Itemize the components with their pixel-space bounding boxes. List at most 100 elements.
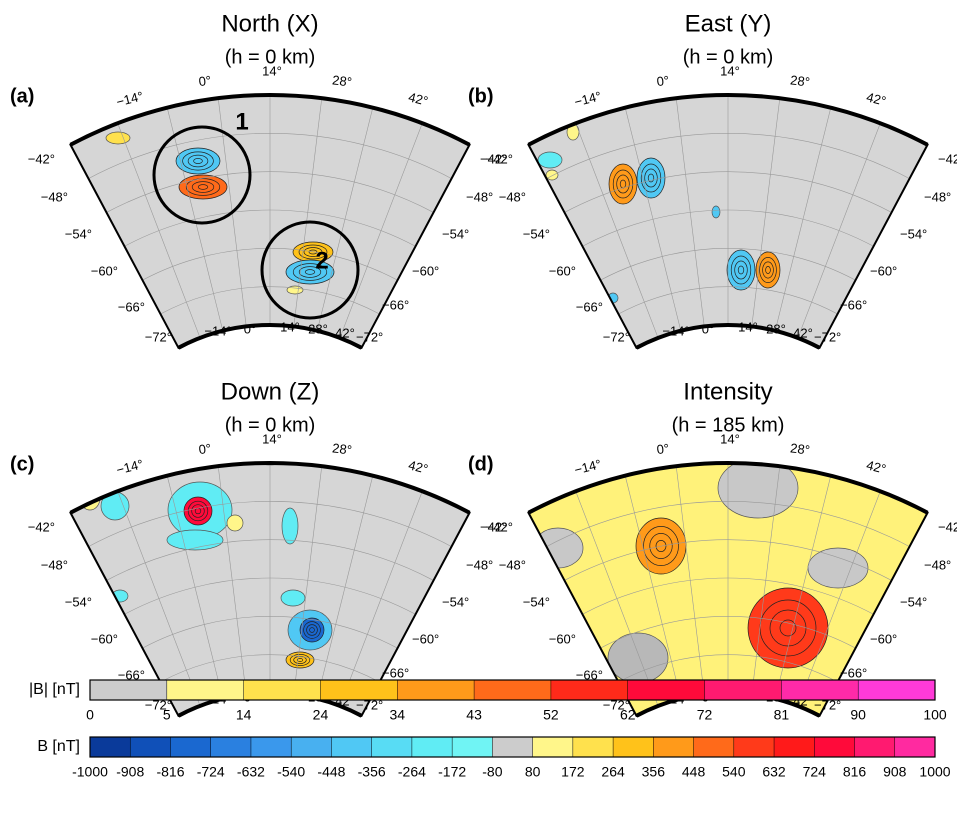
colorbar-segment <box>320 680 397 700</box>
colorbar-segment <box>613 737 654 757</box>
lon-label: −14° <box>115 456 145 477</box>
colorbar-tick-label: 14 <box>236 707 252 723</box>
colorbar-tick-label: -448 <box>317 764 345 780</box>
anomaly <box>546 170 558 180</box>
lat-label: −60° <box>412 631 439 646</box>
lat-label: −42° <box>938 151 957 166</box>
lat-label: −54° <box>900 594 927 609</box>
colorbar-label: |B| [nT] <box>29 681 80 698</box>
colorbar-segment <box>492 737 533 757</box>
lat-label: −66° <box>840 665 867 680</box>
lon-label: 0° <box>198 73 212 89</box>
colorbar-tick-label: 62 <box>620 707 636 723</box>
colorbar-segment <box>331 737 372 757</box>
colorbar-tick-label: 72 <box>697 707 713 723</box>
lat-label: −60° <box>91 631 118 646</box>
colorbar-tick-label: -1000 <box>72 764 108 780</box>
anomaly <box>808 548 868 588</box>
lat-label: −60° <box>412 263 439 278</box>
lat-label: −72° <box>603 329 630 344</box>
colorbar-segment <box>628 680 705 700</box>
lon-label: 14° <box>720 63 740 78</box>
lat-label: −66° <box>840 297 867 312</box>
colorbar-tick-label: -356 <box>358 764 386 780</box>
colorbar-segment <box>90 737 131 757</box>
colorbar-tick-label: 100 <box>923 707 947 723</box>
panel-title: Intensity <box>683 378 772 405</box>
lat-label: −66° <box>382 665 409 680</box>
lon-label: 28° <box>308 321 328 336</box>
colorbar-segment <box>170 737 211 757</box>
colorbar-segment <box>167 680 244 700</box>
colorbar-tick-label: 172 <box>561 764 585 780</box>
colorbar-segment <box>734 737 775 757</box>
colorbar-segment <box>573 737 614 757</box>
colorbar-tick-label: 724 <box>803 764 827 780</box>
lat-label: −60° <box>549 263 576 278</box>
lon-label: 42° <box>407 89 430 108</box>
colorbar-segment <box>694 737 735 757</box>
panel-title: North (X) <box>221 10 318 37</box>
colorbar-segment <box>90 680 167 700</box>
map-panel: Down (Z)(h = 0 km)(c)−14°0°14°28°42°−42°… <box>10 378 507 715</box>
colorbar-tick-label: -264 <box>398 764 426 780</box>
lon-label: 42° <box>407 457 430 476</box>
lon-label: 14° <box>262 63 282 78</box>
colorbar-tick-label: 34 <box>389 707 405 723</box>
colorbar-segment <box>130 737 171 757</box>
lon-label: 14° <box>262 431 282 446</box>
lat-label: −48° <box>924 557 951 572</box>
colorbar-tick-label: 540 <box>722 764 746 780</box>
lon-label: 14° <box>280 319 300 334</box>
colorbar-label: B [nT] <box>37 738 80 755</box>
colorbar-tick-label: 0 <box>86 707 94 723</box>
lat-label: −48° <box>499 189 526 204</box>
lon-label: 42° <box>865 89 888 108</box>
colorbar-tick-label: 356 <box>642 764 666 780</box>
anomaly <box>106 132 130 144</box>
lat-label: −54° <box>442 226 469 241</box>
annotation: 1 <box>235 108 248 135</box>
colorbar-tick-label: 1000 <box>919 764 950 780</box>
lon-label: −14° <box>573 456 603 477</box>
lat-label: −42° <box>28 151 55 166</box>
colorbar-tick-label: 816 <box>843 764 867 780</box>
colorbar-segment <box>855 737 896 757</box>
annotation: 2 <box>315 247 328 274</box>
panel-title: Down (Z) <box>221 378 320 405</box>
colorbar-tick-label: 5 <box>163 707 171 723</box>
lon-label: 42° <box>865 457 888 476</box>
lon-label: 0° <box>656 73 670 89</box>
anomaly <box>538 152 562 168</box>
lat-label: −48° <box>466 557 493 572</box>
lon-label: 14° <box>738 319 758 334</box>
colorbar-tick-label: 90 <box>850 707 866 723</box>
colorbar-tick-label: -724 <box>197 764 225 780</box>
colorbar-tick-label: -632 <box>237 764 265 780</box>
lat-label: −48° <box>924 189 951 204</box>
lat-label: −48° <box>41 189 68 204</box>
lat-label: −54° <box>442 594 469 609</box>
colorbar-segment <box>705 680 782 700</box>
panel-label: (b) <box>468 85 494 107</box>
map-panel: Intensity(h = 185 km)(d)−14°0°14°28°42°−… <box>468 378 957 715</box>
lat-label: −54° <box>65 594 92 609</box>
colorbar-tick-label: -80 <box>482 764 502 780</box>
colorbar-segment <box>397 680 474 700</box>
lat-label: −54° <box>523 226 550 241</box>
lat-label: −42° <box>938 519 957 534</box>
colorbar-tick-label: -908 <box>116 764 144 780</box>
colorbar-segment <box>814 737 855 757</box>
colorbar-segment <box>452 737 493 757</box>
colorbar-tick-label: -540 <box>277 764 305 780</box>
figure: North (X)(h = 0 km)(a)−14°0°14°28°42°−42… <box>0 0 957 834</box>
lon-label: 42° <box>335 325 355 340</box>
colorbar-tick-label: 264 <box>601 764 625 780</box>
lat-label: −72° <box>356 329 383 344</box>
lon-label: −14° <box>573 88 603 109</box>
anomaly <box>608 633 668 683</box>
colorbar-segment <box>372 737 413 757</box>
colorbar-tick-label: -172 <box>438 764 466 780</box>
colorbar-segment <box>244 680 321 700</box>
colorbar-segment <box>251 737 292 757</box>
